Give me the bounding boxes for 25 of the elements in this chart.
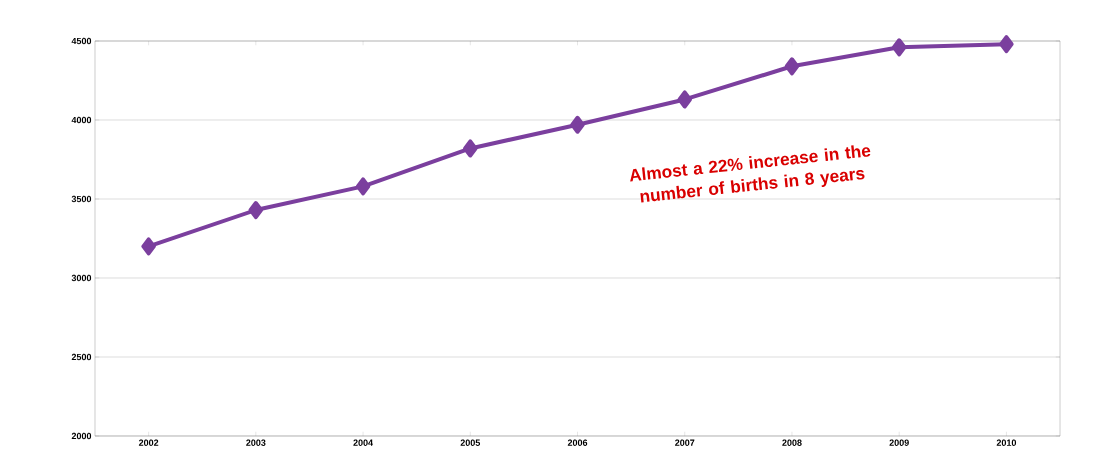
x-tick-label: 2002 [138,439,159,446]
point [463,139,478,158]
y-tick-label: 2500 [71,353,92,361]
point [784,57,800,76]
y-tick-label: 2000 [71,432,92,440]
y-tick-label: 4500 [71,37,92,45]
y-tick-label: 4000 [71,116,92,124]
point [891,38,907,57]
x-tick-label: 2005 [460,439,481,446]
point [570,115,585,134]
x-tick-label: 2008 [782,439,802,446]
point [355,177,371,196]
point [141,237,156,256]
x-tick-label: 2009 [889,439,909,446]
x-tick-label: 2010 [996,439,1017,446]
y-tick-label: 3000 [71,274,92,282]
x-tick-label: 2007 [675,439,695,446]
y-tick-label: 3500 [71,195,92,203]
annotation: Almost a 22% increase in the number of births in 8 years [630,145,871,203]
point [999,35,1014,54]
x-tick-label: 2004 [353,439,374,446]
x-tick-label: 2003 [246,439,266,446]
point [248,201,264,220]
x-tick-label: 2006 [567,439,588,446]
point [677,90,692,109]
